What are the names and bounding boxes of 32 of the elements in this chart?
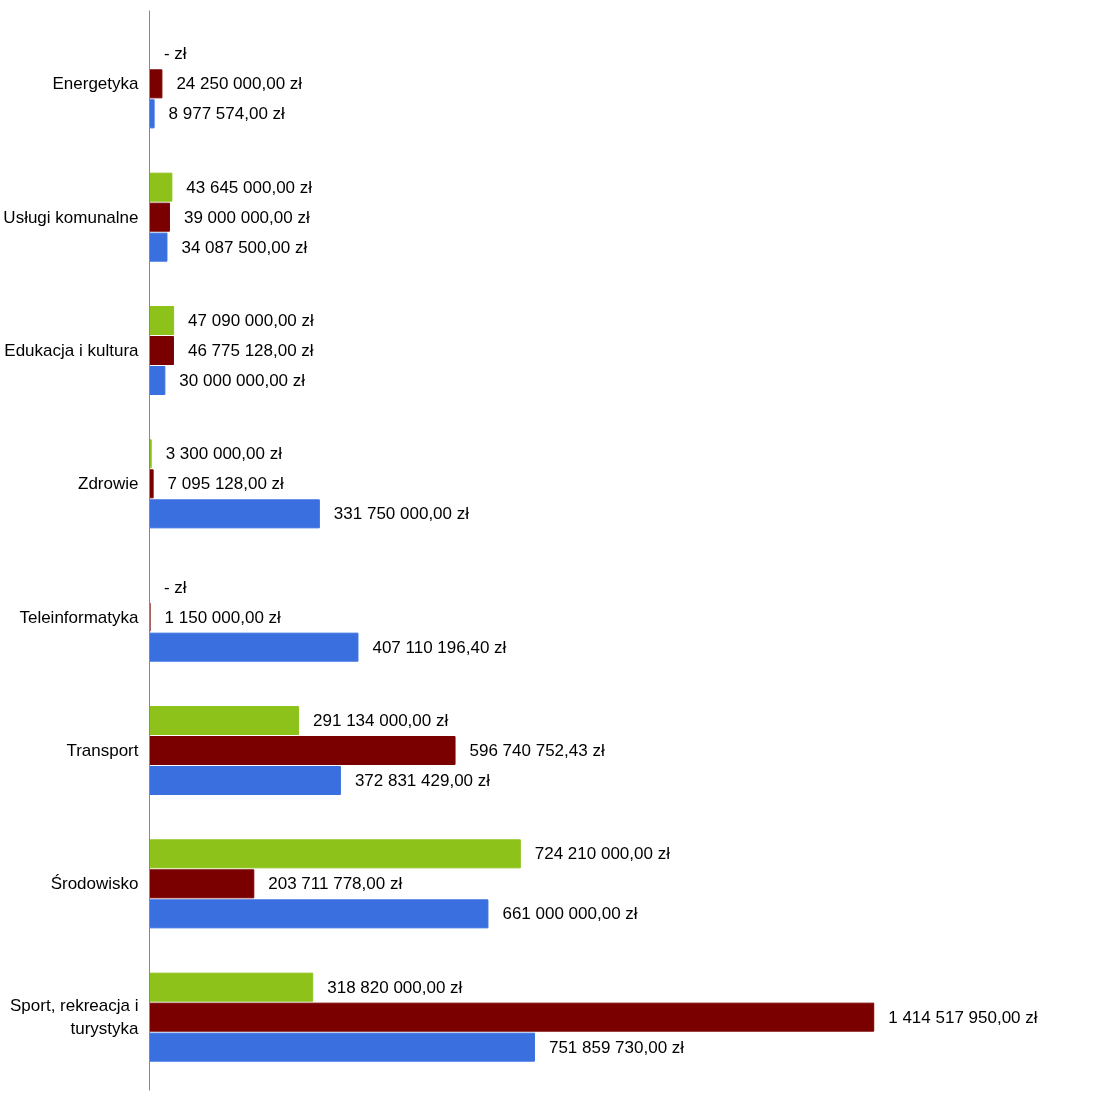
data-label: 291 134 000,00 zł <box>313 711 449 730</box>
data-label: 3 300 000,00 zł <box>165 444 283 464</box>
data-label: 407 110 196,40 zł <box>372 637 507 657</box>
y-tick-label: Teleinformatyka <box>19 607 140 627</box>
data-label: 318 820 000,00 zł <box>327 977 463 997</box>
y-tick-label: Edukacja i kultura <box>4 341 140 360</box>
data-label: 34 087 500,00 zł <box>181 237 308 257</box>
data-label: 30 000 000,00 zł <box>179 371 306 390</box>
data-label: 46 775 128,00 zł <box>187 341 314 360</box>
y-tick-label: Transport <box>66 741 139 760</box>
data-label: 724 210 000,00 zł <box>534 844 671 864</box>
data-label: 372 831 429,00 zł <box>354 771 491 790</box>
data-label: 1 414 517 950,00 zł <box>888 1007 1038 1027</box>
data-label: - zł <box>163 577 187 597</box>
data-label: 1 150 000,00 zł <box>164 607 282 627</box>
data-label: 661 000 000,00 zł <box>502 904 638 924</box>
data-label: 751 859 730,00 zł <box>548 1037 685 1057</box>
data-label: 8 977 574,00 zł <box>168 104 286 124</box>
data-label: - zł <box>163 44 187 64</box>
data-label: 331 750 000,00 zł <box>333 504 470 524</box>
y-tick-label: Zdrowie <box>78 474 139 494</box>
data-label: 39 000 000,00 zł <box>183 207 310 227</box>
data-label: 24 250 000,00 zł <box>176 74 303 94</box>
y-tick-label: Energetyka <box>52 74 140 94</box>
data-label: 596 740 752,43 zł <box>469 741 605 760</box>
y-tick-label: Sport, rekreacja i turystyka <box>10 996 140 1039</box>
y-tick-label: Usługi komunalne <box>3 207 139 227</box>
y-tick-label: Środowisko <box>50 874 139 894</box>
data-label: 7 095 128,00 zł <box>167 474 285 494</box>
data-label: 203 711 778,00 zł <box>268 874 403 894</box>
data-label: 43 645 000,00 zł <box>186 177 313 197</box>
data-label: 47 090 000,00 zł <box>188 311 315 330</box>
